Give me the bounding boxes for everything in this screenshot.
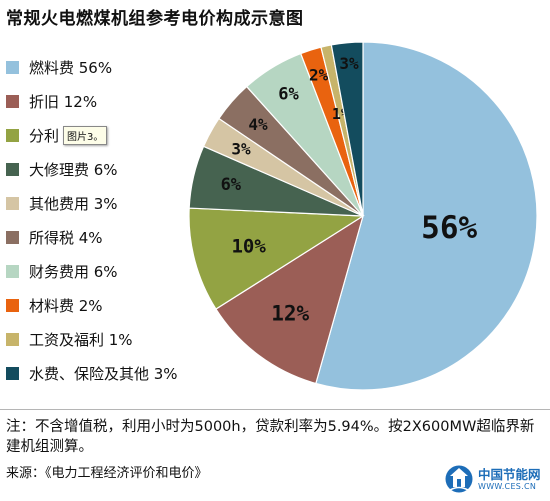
legend-item: 分利	[6, 118, 178, 152]
legend-item: 大修理费 6%	[6, 152, 178, 186]
slice-label: 6%	[221, 175, 242, 195]
legend-swatch	[6, 230, 19, 244]
pie-slice	[188, 207, 365, 310]
legend-label: 其他费用 3%	[29, 194, 118, 213]
pie-slice	[215, 214, 365, 385]
pie-slice	[330, 41, 364, 217]
site-logo[interactable]: 中国节能网 WWW.CES.CN	[444, 462, 548, 498]
legend-swatch	[6, 94, 19, 108]
legend-swatch	[6, 128, 19, 142]
legend-item: 所得税 4%	[6, 220, 178, 254]
pie-slice	[315, 41, 538, 391]
legend-item: 折旧 12%	[6, 84, 178, 118]
legend-label: 材料费 2%	[29, 296, 103, 315]
slice-label: 4%	[248, 115, 268, 134]
slice-label: 10%	[231, 235, 266, 257]
slice-label: 3%	[339, 54, 359, 73]
legend-swatch	[6, 298, 19, 312]
legend-label: 大修理费 6%	[29, 160, 118, 179]
logo-url: WWW.CES.CN	[478, 482, 537, 491]
legend-label: 分利	[29, 126, 60, 145]
legend-item: 燃料费 56%	[6, 50, 178, 84]
legend-label: 所得税 4%	[29, 228, 103, 247]
legend-swatch	[6, 264, 19, 278]
divider	[0, 409, 550, 410]
legend-item: 财务费用 6%	[6, 254, 178, 288]
legend-label: 燃料费 56%	[29, 58, 113, 77]
legend: 燃料费 56% 折旧 12% 分利大修理费 6% 其他费用 3% 所得税 4% 财务费用 …	[6, 50, 178, 390]
pie-chart: 56%12%10%6%3%4%6%2%1%3%	[188, 41, 538, 391]
slice-label: 2%	[309, 65, 329, 84]
logo-name: 中国节能网	[478, 467, 541, 482]
slice-label: 12%	[271, 302, 309, 326]
legend-swatch	[6, 332, 19, 346]
legend-item: 工资及福利 1%	[6, 322, 178, 356]
source-text: 来源：《电力工程经济评价和电价》	[6, 466, 208, 481]
chart-title: 常规火电燃煤机组参考电价构成示意图	[6, 9, 304, 29]
slice-label: 3%	[231, 139, 251, 158]
footnote: 注：不含增值税，利用小时为5000h，贷款利率为5.94%。按2X600MW超临…	[6, 419, 535, 455]
ces-logo-icon	[445, 465, 473, 493]
legend-swatch	[6, 162, 19, 176]
image-tooltip: 图片3。	[63, 126, 108, 145]
legend-label: 财务费用 6%	[29, 262, 118, 281]
legend-swatch	[6, 196, 19, 210]
legend-swatch	[6, 366, 19, 380]
legend-item: 材料费 2%	[6, 288, 178, 322]
slice-label: 56%	[421, 210, 477, 246]
legend-label: 工资及福利 1%	[29, 330, 133, 349]
legend-label: 水费、保险及其他 3%	[29, 364, 178, 383]
legend-item: 其他费用 3%	[6, 186, 178, 220]
legend-swatch	[6, 60, 19, 74]
legend-item: 水费、保险及其他 3%	[6, 356, 178, 390]
slice-label: 6%	[278, 84, 299, 104]
legend-label: 折旧 12%	[29, 92, 98, 111]
